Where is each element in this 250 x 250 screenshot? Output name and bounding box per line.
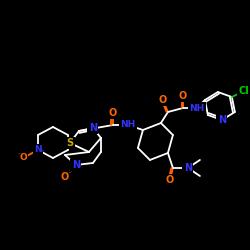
- Text: Cl: Cl: [238, 86, 249, 96]
- Text: N: N: [218, 115, 226, 125]
- Text: N: N: [72, 160, 80, 170]
- Text: ⁻: ⁻: [67, 171, 71, 177]
- Text: O: O: [159, 95, 167, 105]
- Text: S: S: [66, 138, 73, 148]
- Text: O: O: [61, 172, 69, 182]
- Text: NH: NH: [189, 104, 204, 112]
- Text: O: O: [19, 154, 27, 162]
- Text: O: O: [179, 91, 187, 101]
- Text: ⁺: ⁺: [78, 165, 82, 171]
- Text: N: N: [89, 123, 97, 133]
- Text: O: O: [109, 108, 117, 118]
- Text: N: N: [34, 146, 42, 154]
- Text: NH: NH: [120, 120, 136, 130]
- Text: O: O: [166, 175, 174, 185]
- Text: ⁺: ⁺: [40, 150, 44, 156]
- Text: N: N: [184, 163, 192, 173]
- Text: ⁻: ⁻: [17, 152, 21, 158]
